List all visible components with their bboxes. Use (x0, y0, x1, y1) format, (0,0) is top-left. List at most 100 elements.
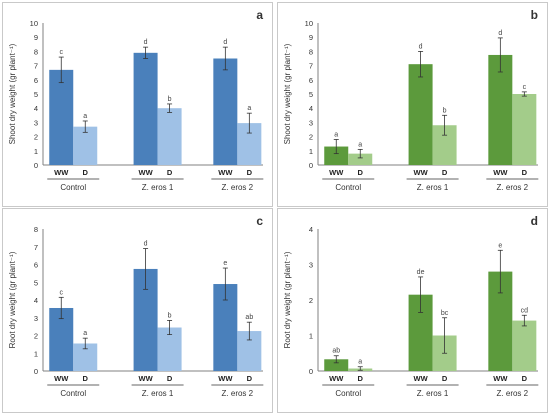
significance-letter: a (247, 105, 251, 112)
y-tick-label: 2 (309, 133, 313, 142)
bar-chart-d: d 0 1 2 3 4 Root dry weight (gr plant⁻¹) ab WW a D… (283, 214, 539, 398)
y-tick-label: 2 (34, 133, 38, 142)
subcategory-label: WW (413, 168, 428, 177)
significance-letter: d (144, 241, 148, 248)
significance-letter: d (223, 39, 227, 46)
panel-label: a (256, 8, 263, 22)
significance-letter: c (60, 289, 64, 296)
bar-ww-0 (324, 359, 349, 371)
y-tick-label: 5 (34, 90, 38, 99)
y-tick-label: 2 (34, 332, 38, 341)
significance-letter: c (60, 49, 64, 56)
significance-letter: e (223, 260, 227, 267)
y-tick-label: 0 (309, 161, 313, 170)
y-tick-label: 8 (309, 47, 313, 56)
subcategory-label: D (83, 374, 89, 383)
category-label: Z. eros 2 (497, 389, 529, 398)
significance-letter: a (83, 113, 87, 120)
significance-letter: a (358, 359, 362, 366)
panel-label: c (256, 214, 263, 228)
bar-ww-0 (324, 146, 349, 165)
bar-d-2 (512, 94, 537, 165)
y-axis-label: Shoot dry weight (gr plant⁻¹) (8, 43, 17, 144)
y-tick-label: 9 (34, 33, 38, 42)
significance-letter: d (144, 39, 148, 46)
bar-ww-2 (488, 54, 513, 166)
bar-ww-1 (133, 52, 158, 165)
significance-letter: c (523, 84, 527, 91)
y-axis-label: Root dry weight (gr plant⁻¹) (283, 251, 292, 348)
chart-panel-b: b 0 1 2 3 4 5 6 7 8 9 10 Shoot dry weight (gr plant⁻… (277, 2, 548, 207)
significance-letter: b (168, 312, 172, 319)
category-label: Z. eros 2 (222, 389, 254, 398)
significance-letter: bc (441, 310, 449, 317)
y-tick-label: 9 (309, 33, 313, 42)
y-tick-label: 0 (34, 161, 38, 170)
subcategory-label: WW (54, 374, 69, 383)
significance-letter: a (83, 330, 87, 337)
significance-letter: de (417, 269, 425, 276)
y-tick-label: 5 (34, 278, 38, 287)
y-tick-label: 0 (309, 367, 313, 376)
y-tick-label: 6 (34, 261, 38, 270)
y-axis-label: Shoot dry weight (gr plant⁻¹) (283, 43, 292, 144)
bar-ww-0 (49, 69, 74, 165)
y-tick-label: 8 (34, 225, 38, 234)
subcategory-label: WW (218, 374, 233, 383)
significance-letter: d (419, 43, 423, 50)
subcategory-label: WW (329, 168, 344, 177)
significance-letter: a (334, 131, 338, 138)
significance-letter: ab (332, 348, 340, 355)
significance-letter: a (358, 141, 362, 148)
y-tick-label: 1 (309, 332, 313, 341)
category-label: Z. eros 1 (142, 389, 174, 398)
significance-letter: cd (521, 307, 529, 314)
y-tick-label: 4 (309, 225, 313, 234)
y-axis-label: Root dry weight (gr plant⁻¹) (8, 251, 17, 348)
subcategory-label: WW (54, 168, 69, 177)
chart-panel-a: a 0 1 2 3 4 5 6 7 8 9 10 Shoot dry weight (gr plant⁻… (2, 2, 273, 207)
significance-letter: b (443, 107, 447, 114)
y-tick-label: 5 (309, 90, 313, 99)
y-tick-label: 3 (34, 118, 38, 127)
bar-d-1 (157, 108, 182, 165)
category-label: Z. eros 2 (222, 183, 254, 192)
category-label: Z. eros 1 (142, 183, 174, 192)
subcategory-label: D (358, 374, 364, 383)
subcategory-label: WW (138, 168, 153, 177)
bar-d-0 (73, 126, 98, 165)
y-tick-label: 7 (309, 62, 313, 71)
bar-d-0 (348, 153, 373, 165)
y-tick-label: 6 (309, 76, 313, 85)
subcategory-label: WW (138, 374, 153, 383)
significance-letter: d (498, 30, 502, 37)
subcategory-label: D (442, 168, 448, 177)
y-tick-label: 0 (34, 367, 38, 376)
y-tick-label: 3 (34, 314, 38, 323)
bar-d-2 (237, 123, 262, 165)
y-tick-label: 1 (309, 147, 313, 156)
subcategory-label: WW (493, 374, 508, 383)
bar-chart-a: a 0 1 2 3 4 5 6 7 8 9 10 Shoot dry weight (gr plant⁻… (8, 8, 264, 192)
subcategory-label: D (358, 168, 364, 177)
panel-label: d (531, 214, 538, 228)
bar-d-2 (237, 331, 262, 371)
bar-chart-c: c 0 1 2 3 4 5 6 7 8 Root dry weight (gr plant⁻¹) c W… (8, 214, 264, 398)
subcategory-label: WW (493, 168, 508, 177)
significance-letter: ab (245, 314, 253, 321)
y-tick-label: 10 (30, 19, 38, 28)
y-tick-label: 1 (34, 349, 38, 358)
y-tick-label: 3 (309, 261, 313, 270)
subcategory-label: D (522, 374, 528, 383)
category-label: Control (60, 389, 86, 398)
y-tick-label: 7 (34, 243, 38, 252)
y-tick-label: 2 (309, 296, 313, 305)
chart-panel-c: c 0 1 2 3 4 5 6 7 8 Root dry weight (gr plant⁻¹) c W… (2, 208, 273, 413)
chart-panel-d: d 0 1 2 3 4 Root dry weight (gr plant⁻¹) ab WW a D… (277, 208, 548, 413)
category-label: Z. eros 2 (497, 183, 529, 192)
y-tick-label: 3 (309, 118, 313, 127)
significance-letter: e (498, 242, 502, 249)
y-tick-label: 10 (305, 19, 313, 28)
bar-ww-2 (213, 58, 238, 165)
category-label: Z. eros 1 (417, 389, 449, 398)
